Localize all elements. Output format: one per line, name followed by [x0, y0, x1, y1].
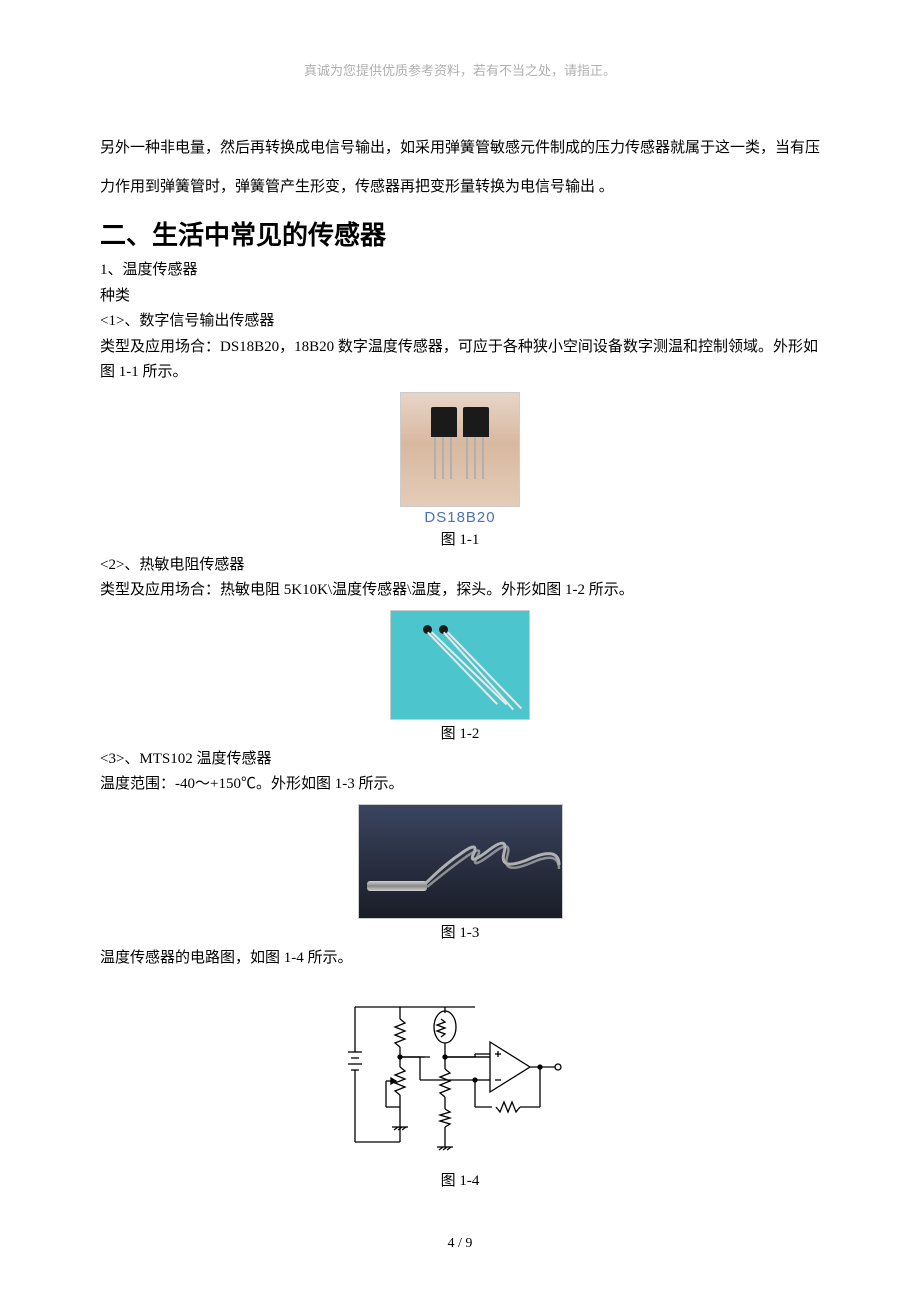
figure-1-4-caption: 图 1-4	[100, 1169, 820, 1190]
figure-1-4-circuit	[330, 977, 590, 1167]
item2-head: <2>、热敏电阻传感器	[100, 553, 820, 579]
figure-1-3	[100, 804, 820, 919]
item1-head: <1>、数字信号输出传感器	[100, 309, 820, 335]
figure-1-2	[100, 610, 820, 720]
figure-1-3-caption: 图 1-3	[100, 921, 820, 942]
figure-1-2-image	[390, 610, 530, 720]
figure-1-1-image	[400, 392, 520, 507]
figure-1-4	[100, 977, 820, 1167]
figure-1-3-image	[358, 804, 563, 919]
figure-1-2-caption: 图 1-2	[100, 722, 820, 743]
item2-desc: 类型及应用场合：热敏电阻 5K10K\温度传感器\温度，探头。外形如图 1-2 …	[100, 578, 820, 604]
section-heading: 二、生活中常见的传感器	[100, 215, 820, 252]
circuit-desc: 温度传感器的电路图，如图 1-4 所示。	[100, 946, 820, 972]
page-footer: 4 / 9	[0, 1236, 920, 1252]
item3-desc: 温度范围：-40～+150℃。外形如图 1-3 所示。	[100, 772, 820, 798]
figure-1-1: DS18B20	[100, 392, 820, 526]
intro-paragraph: 另外一种非电量，然后再转换成电信号输出，如采用弹簧管敏感元件制成的压力传感器就属…	[100, 129, 820, 207]
item3-head: <3>、MTS102 温度传感器	[100, 747, 820, 773]
item1-desc: 类型及应用场合：DS18B20，18B20 数字温度传感器，可应于各种狭小空间设…	[100, 335, 820, 386]
sensor-title: 1、温度传感器	[100, 258, 820, 284]
figure-1-1-caption: 图 1-1	[100, 528, 820, 549]
kinds-label: 种类	[100, 284, 820, 310]
figure-1-1-label: DS18B20	[100, 509, 820, 526]
header-note: 真诚为您提供优质参考资料，若有不当之处，请指正。	[100, 60, 820, 79]
